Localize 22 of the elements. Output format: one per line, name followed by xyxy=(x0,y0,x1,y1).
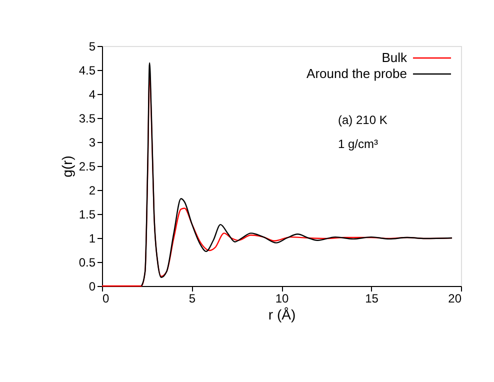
x-tick-label: 0 xyxy=(102,292,110,306)
x-tick-label: 20 xyxy=(448,292,462,306)
y-tick-label: 1.5 xyxy=(78,208,96,222)
y-tick-label: 5 xyxy=(88,40,96,54)
x-tick-label: 15 xyxy=(365,292,379,306)
y-tick-label: 3.5 xyxy=(78,112,96,126)
y-tick-label: 0.5 xyxy=(78,256,96,270)
legend-label: Around the probe xyxy=(306,66,407,81)
legend-label: Bulk xyxy=(382,50,408,65)
x-tick-label: 5 xyxy=(188,292,196,306)
annotation: 1 g/cm³ xyxy=(338,137,378,151)
annotation: (a) 210 K xyxy=(338,113,388,127)
y-tick-label: 4 xyxy=(88,88,96,102)
x-tick-label: 10 xyxy=(275,292,289,306)
x-axis-title: r (Å) xyxy=(268,306,296,322)
y-axis-title: g(r) xyxy=(58,156,75,178)
y-tick-label: 2.5 xyxy=(78,160,96,174)
y-tick-label: 4.5 xyxy=(78,64,96,78)
y-tick-label: 1 xyxy=(88,232,96,246)
y-tick-label: 3 xyxy=(88,136,96,150)
y-tick-label: 0 xyxy=(88,280,96,294)
y-tick-label: 2 xyxy=(88,184,96,198)
